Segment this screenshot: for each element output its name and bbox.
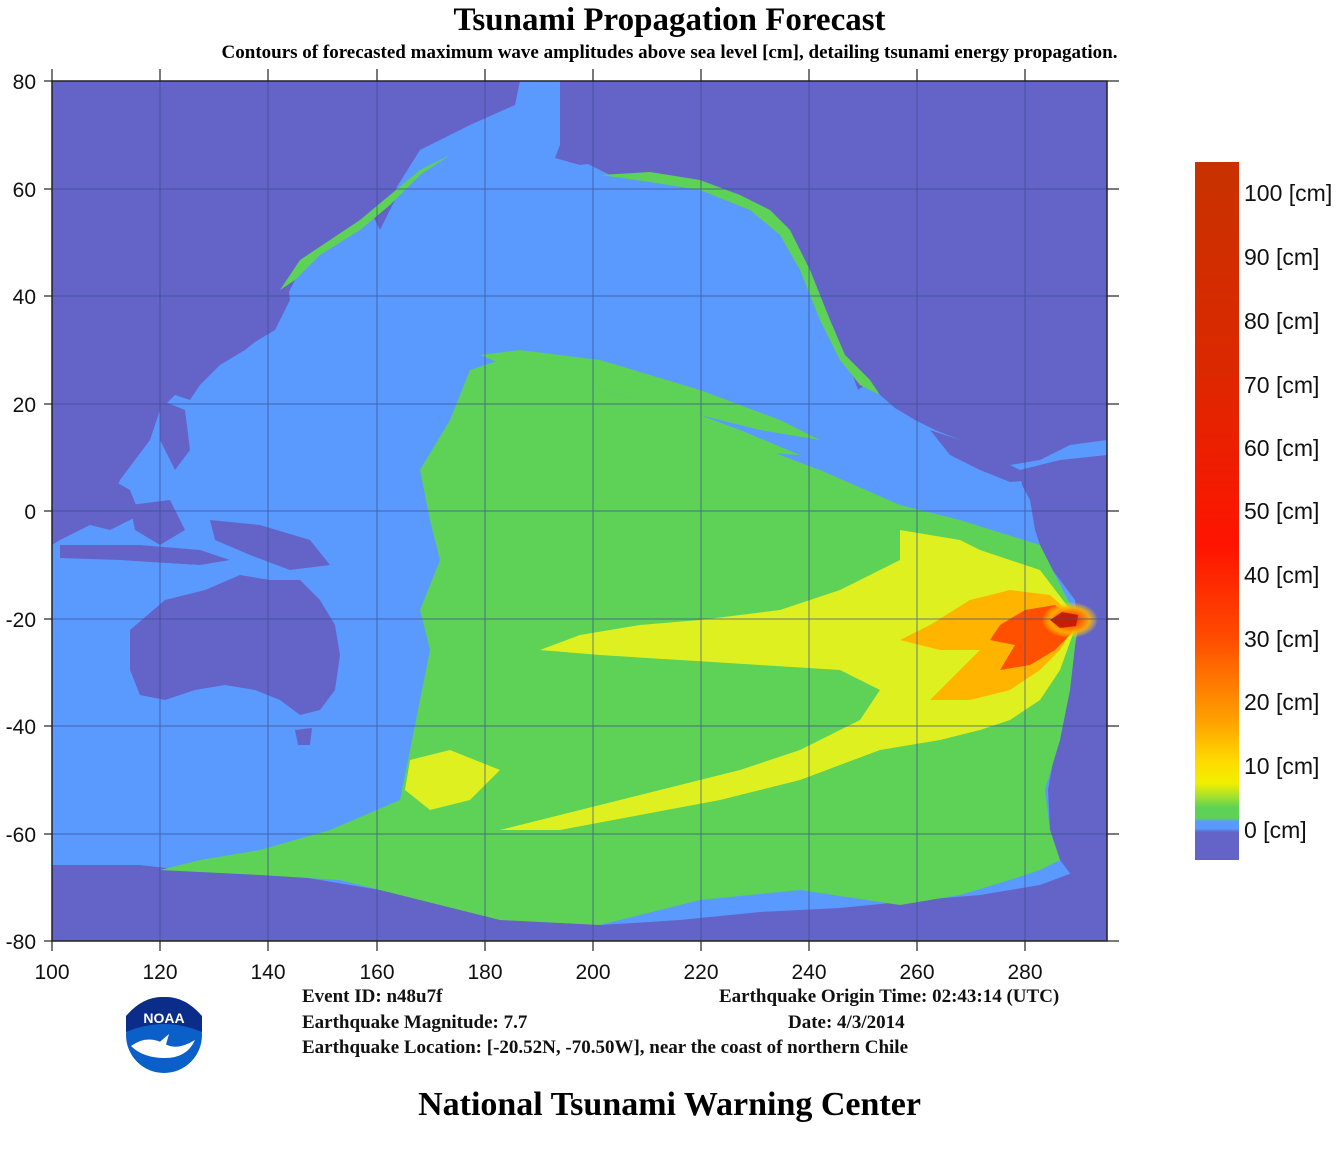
map-gridlines — [52, 81, 1107, 941]
page-subtitle: Contours of forecasted maximum wave ampl… — [221, 42, 1118, 63]
x-tick-label: 260 — [899, 961, 934, 984]
y-tick-label: -40 — [6, 716, 36, 739]
y-tick-label: 40 — [13, 286, 36, 309]
event-magnitude: Earthquake Magnitude: 7.7 — [302, 1012, 528, 1033]
colorbar-label: 20 [cm] — [1244, 689, 1320, 715]
x-tick-label: 280 — [1007, 961, 1042, 984]
y-axis-labels: 80 60 40 20 0 -20 -40 -60 -80 — [6, 71, 36, 954]
y-tick-label: -60 — [6, 824, 36, 847]
colorbar-label: 70 [cm] — [1244, 372, 1320, 398]
noaa-logo: NOAA — [126, 996, 202, 1073]
x-tick-label: 200 — [575, 961, 610, 984]
x-tick-label: 180 — [467, 961, 502, 984]
asia-landmass — [52, 81, 520, 545]
y-tick-label: 0 — [24, 501, 36, 524]
australia-landmass — [130, 575, 340, 715]
x-tick-label: 120 — [142, 961, 177, 984]
x-tick-label: 100 — [34, 961, 69, 984]
noaa-logo-text: NOAA — [143, 1010, 184, 1026]
antarctica-landmass — [52, 860, 1107, 941]
y-tick-label: 20 — [13, 394, 36, 417]
colorbar-label: 50 [cm] — [1244, 498, 1320, 524]
event-origin-time: Earthquake Origin Time: 02:43:14 (UTC) — [719, 986, 1060, 1007]
wave-amplitude-contours — [160, 155, 1098, 925]
north-america-landmass — [560, 81, 1107, 465]
x-tick-label: 160 — [359, 961, 394, 984]
x-tick-label: 240 — [791, 961, 826, 984]
x-tick-label: 220 — [683, 961, 718, 984]
colorbar-label: 40 [cm] — [1244, 562, 1320, 588]
colorbar-label: 60 [cm] — [1244, 435, 1320, 461]
tsunami-forecast-map: 80 60 40 20 0 -20 -40 -60 -80 100 120 14… — [6, 69, 1119, 984]
footer-title: National Tsunami Warning Center — [418, 1086, 921, 1123]
y-tick-label: -20 — [6, 609, 36, 632]
y-tick-label: 60 — [13, 179, 36, 202]
y-tick-label: 80 — [13, 71, 36, 94]
amplitude-colorbar — [1195, 162, 1239, 860]
event-location: Earthquake Location: [-20.52N, -70.50W],… — [302, 1037, 909, 1058]
x-tick-label: 140 — [250, 961, 285, 984]
page-title: Tsunami Propagation Forecast — [453, 2, 886, 38]
event-date: Date: 4/3/2014 — [788, 1012, 905, 1033]
colorbar-label: 100 [cm] — [1244, 180, 1333, 206]
colorbar-label: 90 [cm] — [1244, 244, 1320, 270]
colorbar-label: 10 [cm] — [1244, 753, 1320, 779]
event-id: Event ID: n48u7f — [302, 986, 443, 1007]
colorbar-label: 30 [cm] — [1244, 626, 1320, 652]
south-america-landmass — [1020, 455, 1107, 900]
y-tick-label: -80 — [6, 931, 36, 954]
axis-ticks — [44, 69, 1119, 951]
colorbar-label: 80 [cm] — [1244, 308, 1320, 334]
colorbar-label: 0 [cm] — [1244, 817, 1307, 843]
x-axis-labels: 100 120 140 160 180 200 220 240 260 280 — [34, 961, 1042, 984]
